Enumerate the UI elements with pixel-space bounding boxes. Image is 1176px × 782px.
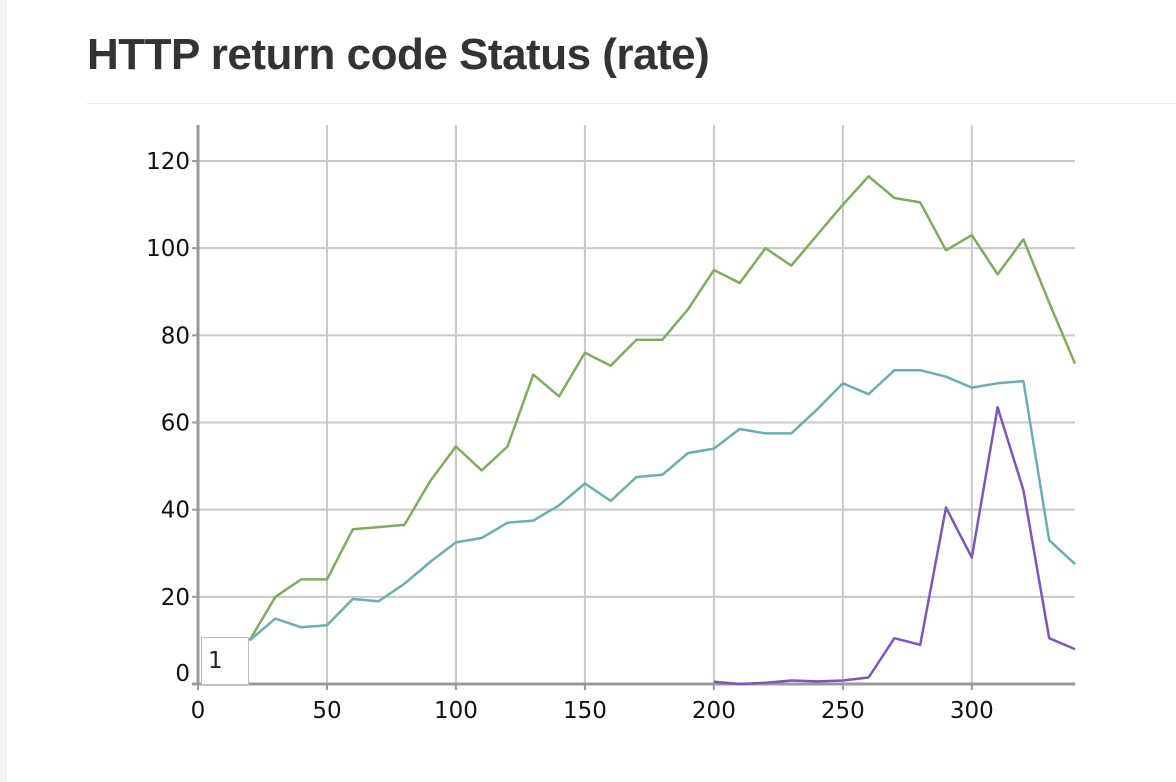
axes <box>192 125 1075 690</box>
series-line-2 <box>248 368 1076 642</box>
grid <box>198 125 1075 684</box>
y-tick-label: 0 <box>175 661 190 687</box>
x-tick-label: 200 <box>692 698 736 724</box>
panel-title: HTTP return code Status (rate) <box>87 30 710 79</box>
x-tick-label: 100 <box>434 698 478 724</box>
x-tick-label: 0 <box>191 698 206 724</box>
tick-labels: 0 20 40 60 80 100 120 0 50 100 150 200 250 300 <box>146 149 994 724</box>
series-lines <box>248 175 1077 686</box>
y-tick-label: 20 <box>161 585 190 611</box>
x-tick-label: 250 <box>821 698 865 724</box>
cursor-value-box: 1 <box>201 637 249 685</box>
x-tick-label: 50 <box>312 698 341 724</box>
title-divider <box>87 103 1176 104</box>
y-tick-label: 120 <box>146 149 190 175</box>
left-edge <box>0 0 7 782</box>
series-line-1 <box>248 175 1077 642</box>
y-tick-label: 60 <box>161 411 190 437</box>
y-tick-label: 80 <box>161 323 190 349</box>
series-line-3 <box>713 405 1076 686</box>
x-tick-label: 150 <box>563 698 607 724</box>
y-tick-label: 100 <box>146 236 190 262</box>
y-tick-label: 40 <box>161 498 190 524</box>
x-tick-label: 300 <box>950 698 994 724</box>
